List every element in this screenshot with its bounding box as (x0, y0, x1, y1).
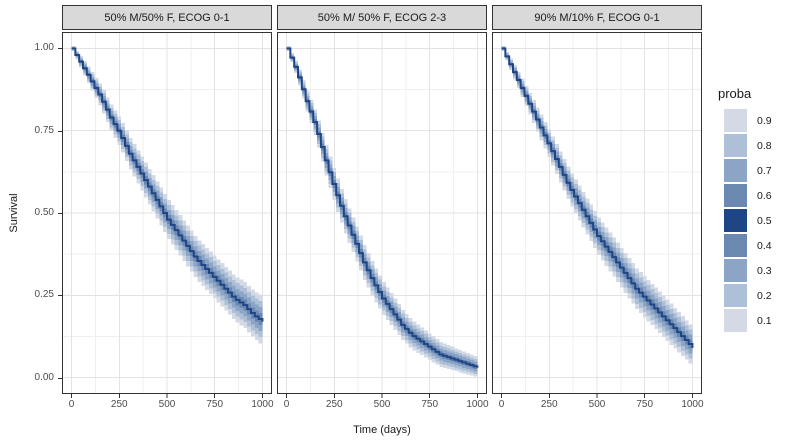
legend-entry: 0.8 (724, 134, 772, 157)
y-tick-mark (58, 213, 62, 214)
legend-entry-label: 0.3 (757, 264, 772, 277)
y-tick-mark (58, 295, 62, 297)
x-tick-labels: 0 250 500 750 1000 (62, 399, 274, 411)
legend-entry: 0.6 (724, 184, 772, 207)
legend-entry: 0.7 (724, 159, 772, 182)
y-tick-mark (58, 130, 62, 132)
legend-swatch (724, 209, 747, 232)
facet-strip-label: 50% M/50% F, ECOG 0-1 (62, 5, 272, 30)
x-tick-label: 0 (498, 399, 505, 410)
legend-swatch (724, 109, 747, 132)
legend-swatch (724, 159, 747, 182)
y-tick-label: 0.50 (34, 207, 54, 218)
x-tick-label: 250 (325, 399, 343, 410)
legend-swatch (724, 184, 747, 207)
legend-entry-label: 0.8 (757, 139, 772, 152)
legend-swatch (724, 284, 747, 307)
legend-swatch (724, 134, 747, 157)
quantile-band (286, 45, 478, 378)
x-tick-label: 1000 (681, 399, 704, 410)
y-tick-mark (58, 377, 62, 379)
x-tick-labels: 0 250 500 750 1000 (277, 399, 489, 411)
plot-row: 0.00 0.25 0.50 0.75 1.00 50% M/50% F, ECOG 0… (0, 5, 704, 411)
quantile-band (501, 46, 693, 363)
y-tick-label: 0.00 (34, 371, 54, 383)
quantile-band (286, 46, 478, 375)
facet-column: 50% M/ 50% F, ECOG 2-3 0 250 500 750 1000 (277, 5, 489, 411)
legend-entry-label: 0.9 (757, 114, 772, 127)
x-axis-title: Time (days) (353, 424, 411, 436)
fan-bands (286, 45, 479, 378)
x-tick-label: 250 (110, 399, 128, 410)
median-survival-line (501, 47, 694, 348)
x-tick-label: 750 (421, 399, 439, 410)
legend-swatch (724, 309, 747, 332)
y-tick-label: 1.00 (34, 42, 54, 54)
median-survival-line (71, 47, 264, 322)
x-tick-label: 0 (68, 399, 75, 410)
legend-entry-label: 0.7 (757, 164, 772, 177)
legend-entry-label: 0.6 (757, 189, 772, 202)
x-tick-label: 500 (373, 399, 391, 410)
panel-border (492, 32, 702, 394)
legend-entry: 0.3 (724, 259, 772, 282)
panel-border (277, 32, 487, 394)
legend-entry: 0.2 (724, 284, 772, 307)
fan-bands (71, 45, 264, 347)
legend-swatch (724, 234, 747, 257)
facet-strip-label: 90% M/10% F, ECOG 0-1 (492, 5, 702, 30)
legend-entry: 0.1 (724, 309, 772, 332)
y-tick-mark (58, 48, 62, 50)
facet-column: 50% M/50% F, ECOG 0-1 0 250 500 750 1000 (62, 5, 274, 411)
facet-panels: 50% M/50% F, ECOG 0-1 0 250 500 750 1000 50% M… (62, 5, 704, 411)
legend-entry: 0.9 (724, 109, 772, 132)
legend-entry-label: 0.2 (757, 289, 772, 302)
legend-entry: 0.5 (724, 209, 772, 232)
y-tick-label: 0.25 (34, 289, 54, 301)
x-tick-label: 250 (540, 399, 558, 410)
x-tick-label: 1000 (466, 399, 489, 410)
median-survival-line (286, 47, 479, 368)
legend-entry-label: 0.4 (757, 239, 772, 252)
facet-strip-label: 50% M/ 50% F, ECOG 2-3 (277, 5, 487, 30)
legend-entries: 0.9 0.8 0.7 0.6 0.5 0.4 0.3 0.2 0.1 (716, 109, 772, 332)
x-tick-label: 1000 (251, 399, 274, 410)
x-tick-label: 500 (588, 399, 606, 410)
legend-swatch (724, 259, 747, 282)
legend-entry: 0.4 (724, 234, 772, 257)
legend-entry-label: 0.1 (757, 314, 772, 327)
legend: proba 0.9 0.8 0.7 0.6 0.5 0.4 0.3 0.2 0.1 (716, 86, 772, 334)
x-tick-label: 0 (283, 399, 290, 410)
facet-column: 90% M/10% F, ECOG 0-1 0 250 500 750 1000 (492, 5, 704, 411)
facet-panel-plot (492, 32, 702, 398)
x-tick-label: 500 (158, 399, 176, 410)
x-tick-label: 750 (636, 399, 654, 410)
panel-border (62, 32, 272, 394)
y-tick-label: 0.75 (34, 124, 54, 136)
facet-panel-plot (62, 32, 272, 398)
facet-panel-plot (277, 32, 487, 398)
x-tick-label: 750 (206, 399, 224, 410)
x-tick-labels: 0 250 500 750 1000 (492, 399, 704, 411)
legend-title: proba (718, 86, 752, 101)
legend-entry-label: 0.5 (757, 214, 772, 227)
y-axis: 0.00 0.25 0.50 0.75 1.00 (0, 5, 62, 411)
